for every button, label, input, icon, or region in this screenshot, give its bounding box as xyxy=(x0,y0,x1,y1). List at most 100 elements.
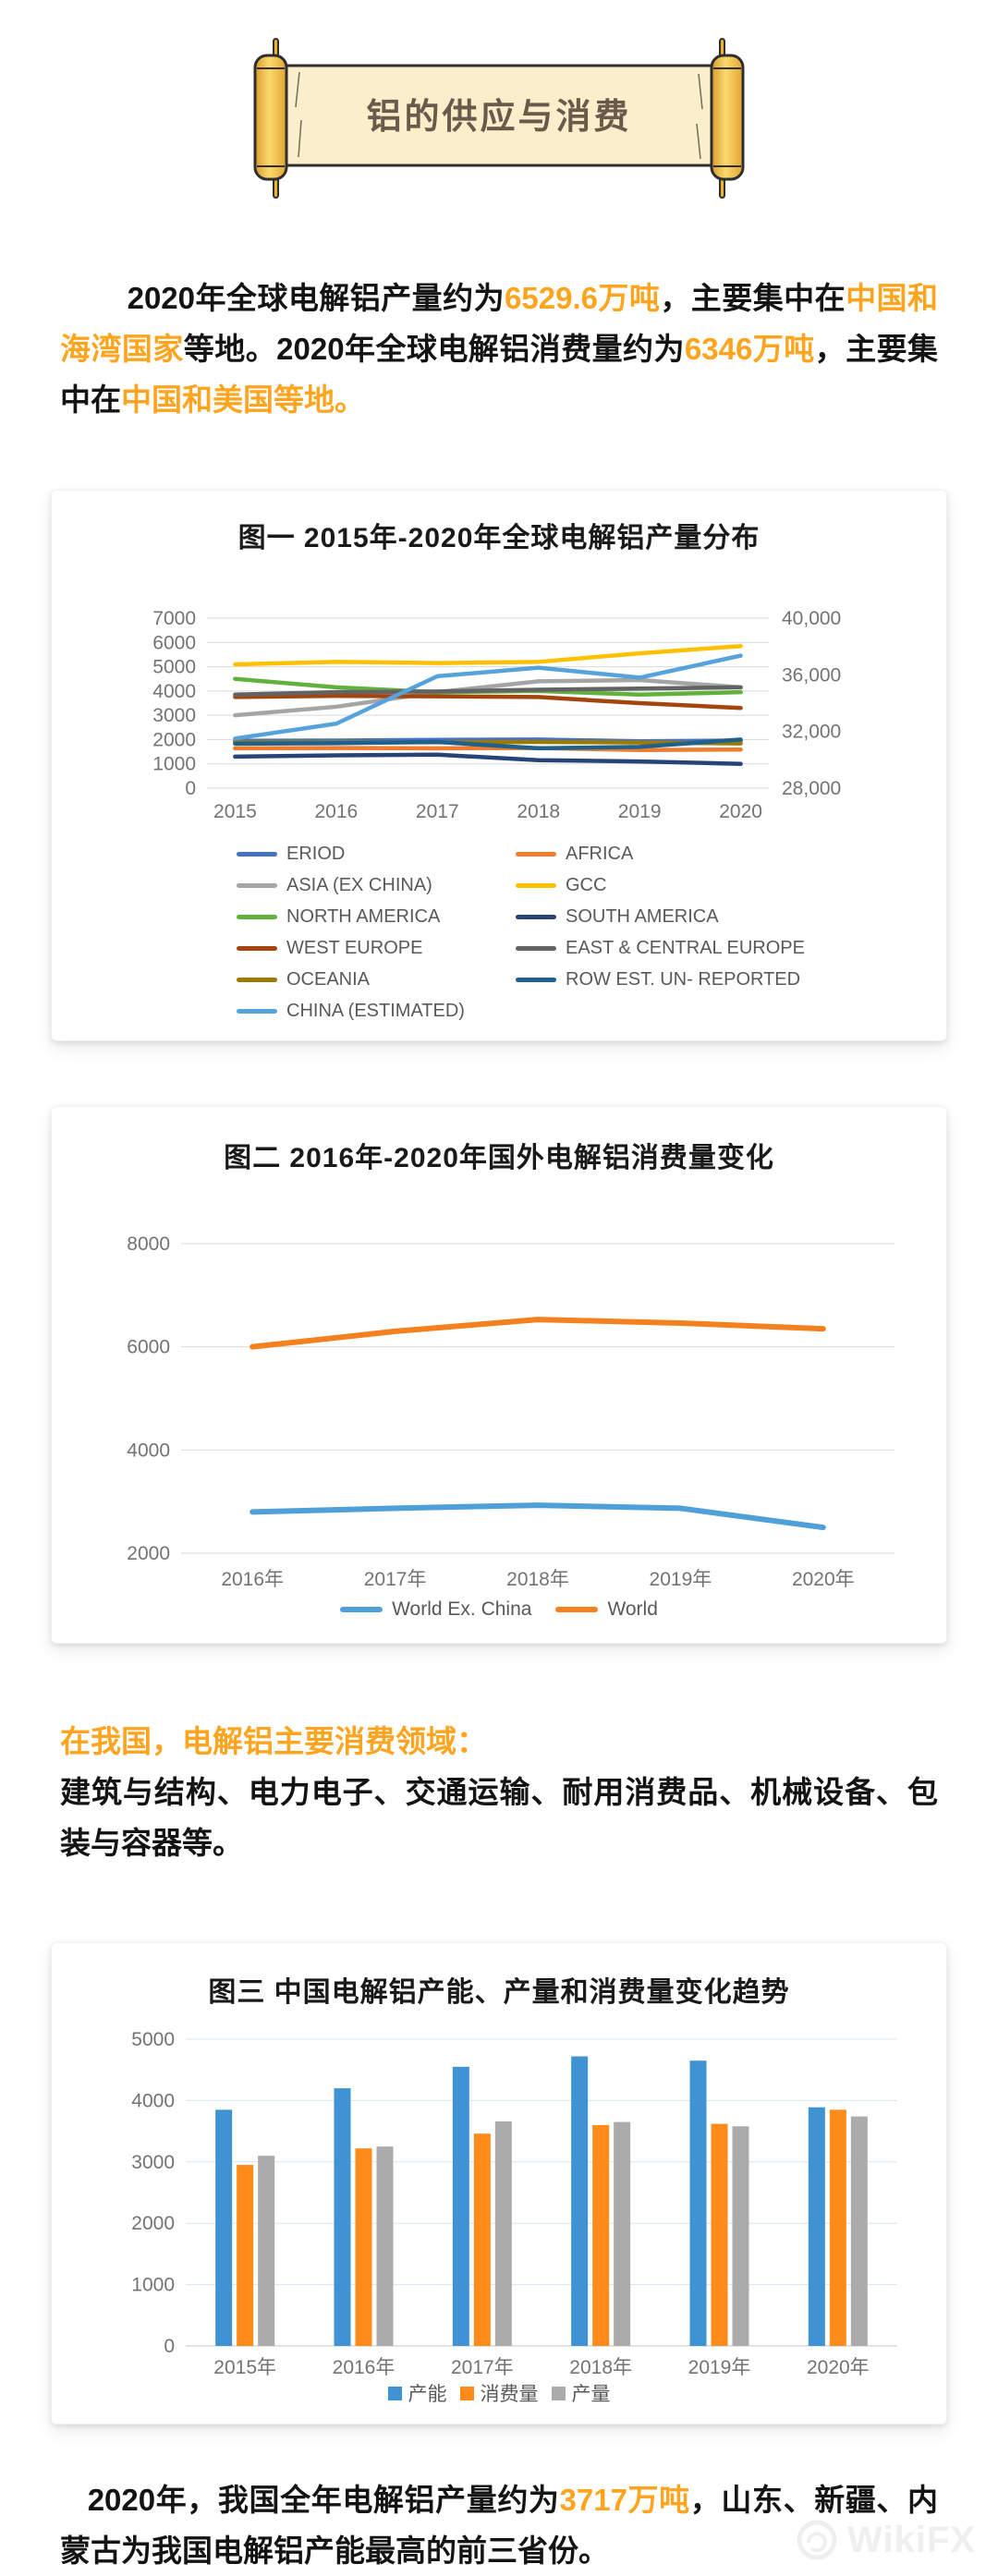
chart2-line-chart: 2000 4000 6000 8000 2016年 2017年 2018年 2019年 2020… xyxy=(127,1233,895,1590)
series-line-china-estimated- xyxy=(233,653,743,741)
legend-label: ASIA (EX CHINA) xyxy=(286,875,432,895)
right-axis-tick-label: 36,000 xyxy=(782,664,841,686)
legend-label: ROW EST. UN- REPORTED xyxy=(566,969,801,990)
y-axis-tick-label: 0 xyxy=(185,778,196,799)
legend-item: OCEANIA xyxy=(237,969,516,990)
plain-text: ，主要集中在 xyxy=(60,332,939,417)
chart3-bar-chart: 0 1000 2000 3000 4000 5000 2015年 2016年 2017年 2018… xyxy=(131,2029,897,2377)
legend-item: 消费量 xyxy=(459,2379,539,2407)
chart2-card: 图二 2016年-2020年国外电解铝消费量变化 2000 4000 6000 800… xyxy=(51,1106,947,1644)
legend-label: 产量 xyxy=(571,2384,611,2405)
x-axis-tick-label: 2016年 xyxy=(333,2357,396,2377)
scroll-roller-right xyxy=(710,54,745,181)
bar-消费量 xyxy=(592,2124,610,2346)
legend-label: 消费量 xyxy=(480,2384,539,2405)
legend-label: World Ex. China xyxy=(392,1598,532,1620)
legend-item: WEST EUROPE xyxy=(237,938,516,959)
chart3-title: 图三 中国电解铝产能、产量和消费量变化趋势 xyxy=(208,1977,790,2008)
series-line-east-central-europe xyxy=(233,685,743,698)
y-axis-tick-label: 1000 xyxy=(152,754,196,775)
x-axis-tick-label: 2018年 xyxy=(506,1569,569,1590)
banner-title: 铝的供应与消费 xyxy=(366,98,631,137)
series-line-west-europe xyxy=(233,693,743,711)
legend-item: 产量 xyxy=(551,2379,611,2407)
legend-swatch xyxy=(551,2386,566,2400)
x-axis-tick-label: 2018 xyxy=(517,801,560,822)
x-axis-tick-label: 2020年 xyxy=(807,2357,870,2377)
chart2-legend: World Ex. China World xyxy=(52,1598,946,1621)
legend-label: World xyxy=(607,1598,658,1620)
legend-item: NORTH AMERICA xyxy=(237,906,516,928)
scroll-wrinkles xyxy=(295,71,703,160)
y-axis-tick-label: 2000 xyxy=(152,729,196,750)
y-axis-tick-label: 6000 xyxy=(152,632,196,653)
watermark: WikiFX xyxy=(796,2519,976,2561)
legend-swatch xyxy=(516,883,556,888)
plain-text: 2020年全球电解铝产量约为 xyxy=(127,281,505,315)
chart3-card: 图三 中国电解铝产能、产量和消费量变化趋势 0 1000 2000 3000 4000 5… xyxy=(51,1942,947,2424)
highlighted-text: 中国和海湾国家 xyxy=(60,281,939,366)
series-line-africa xyxy=(233,746,743,752)
y-axis-tick-label: 3000 xyxy=(152,705,196,726)
legend-swatch xyxy=(387,2386,402,2400)
legend-item: ERIOD xyxy=(237,844,516,865)
highlighted-text: 3717万吨 xyxy=(559,2483,690,2517)
legend-label: WEST EUROPE xyxy=(286,938,423,958)
legend-swatch xyxy=(340,1607,383,1612)
banner-scroll-graphic: 铝的供应与消费 xyxy=(253,38,745,199)
bar-消费量 xyxy=(355,2148,372,2346)
y-axis-tick-label: 1000 xyxy=(131,2275,175,2296)
legend-item: SOUTH AMERICA xyxy=(516,906,867,928)
legend-swatch xyxy=(459,2386,474,2400)
x-axis-tick-label: 2015年 xyxy=(213,2357,276,2377)
legend-label: GCC xyxy=(566,875,607,895)
bar-产能 xyxy=(571,2056,589,2346)
legend-item: World xyxy=(555,1598,658,1621)
y-axis-tick-label: 8000 xyxy=(127,1233,170,1255)
bar-消费量 xyxy=(829,2109,846,2346)
highlighted-text: 6529.6万吨 xyxy=(505,281,661,315)
legend-swatch xyxy=(237,852,277,857)
x-axis-tick-label: 2019 xyxy=(618,801,662,822)
right-axis-tick-label: 32,000 xyxy=(782,722,841,743)
chart1-card: 图一 2015年-2020年全球电解铝产量分布 0 1000 2000 3000 400… xyxy=(51,490,947,1041)
legend-label: 产能 xyxy=(408,2384,447,2405)
bar-产量 xyxy=(850,2116,868,2346)
x-axis-tick-label: 2017年 xyxy=(364,1569,427,1590)
x-axis-tick-label: 2016 xyxy=(314,801,358,822)
series-line-row-est-un-reported xyxy=(233,737,743,751)
bar-产量 xyxy=(614,2121,631,2346)
watermark-label: WikiFX xyxy=(847,2519,976,2560)
legend-swatch xyxy=(516,852,556,857)
series-line-south-america xyxy=(233,752,743,766)
y-axis-tick-label: 0 xyxy=(164,2336,175,2357)
bar-消费量 xyxy=(237,2165,254,2346)
chart2-title: 图二 2016年-2020年国外电解铝消费量变化 xyxy=(224,1143,774,1173)
bar-消费量 xyxy=(711,2123,728,2346)
legend-swatch xyxy=(516,978,556,982)
banner: 铝的供应与消费 xyxy=(0,35,998,206)
series-line-world xyxy=(250,1317,826,1350)
y-axis-tick-label: 4000 xyxy=(152,681,196,702)
bar-产量 xyxy=(376,2146,394,2346)
bar-产量 xyxy=(258,2156,275,2346)
chart3-legend: 产能 消费量 产量 xyxy=(52,2379,946,2407)
y-axis-tick-label: 4000 xyxy=(127,1440,170,1461)
legend-item: EAST & CENTRAL EUROPE xyxy=(516,938,867,959)
x-axis-tick-label: 2017 xyxy=(416,801,459,822)
x-axis-tick-label: 2019年 xyxy=(688,2357,751,2377)
mid-heading: 在我国，电解铝主要消费领域： xyxy=(60,1724,487,1758)
highlighted-text: 6346万吨 xyxy=(684,332,815,366)
x-axis-tick-label: 2018年 xyxy=(569,2357,632,2377)
legend-label: SOUTH AMERICA xyxy=(566,906,719,927)
wikifx-logo-icon xyxy=(797,2520,837,2560)
bar-产量 xyxy=(494,2120,512,2346)
bar-产能 xyxy=(215,2109,233,2346)
legend-swatch xyxy=(237,946,277,951)
legend-item: 产能 xyxy=(387,2379,447,2407)
series-line-asia-ex-china- xyxy=(233,677,743,718)
bar-产能 xyxy=(452,2066,469,2346)
legend-item: CHINA (ESTIMATED) xyxy=(237,1001,516,1022)
y-axis-tick-label: 3000 xyxy=(131,2152,175,2173)
legend-swatch xyxy=(237,883,277,888)
